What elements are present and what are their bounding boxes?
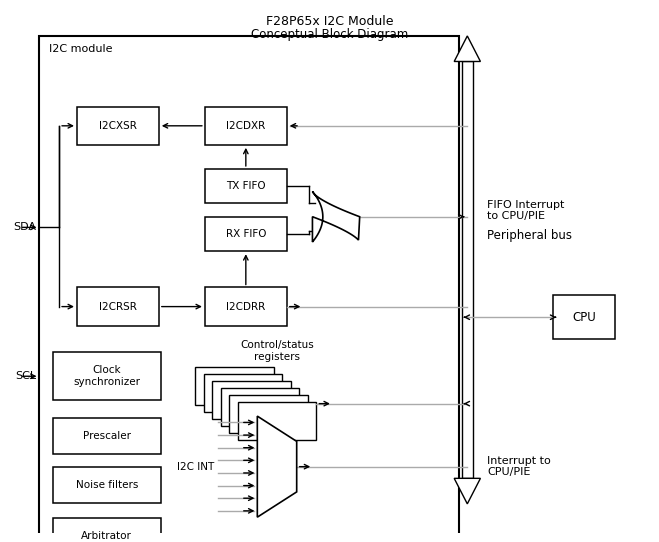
Text: Control/status
registers: Control/status registers (240, 340, 314, 362)
Text: I2C INT: I2C INT (177, 462, 215, 472)
Bar (553, 295, 615, 339)
Text: TX FIFO: TX FIFO (226, 181, 266, 191)
Bar (204, 374, 282, 412)
Bar (221, 388, 299, 426)
Bar (40, 36, 459, 542)
Bar (462, 61, 473, 479)
Text: RX FIFO: RX FIFO (225, 229, 266, 239)
Bar (53, 352, 161, 400)
Text: Peripheral bus: Peripheral bus (487, 229, 572, 242)
Bar (238, 402, 316, 440)
Bar (53, 518, 161, 542)
Text: I2CDRR: I2CDRR (226, 301, 266, 312)
Bar (77, 287, 159, 326)
Bar (205, 217, 287, 251)
Bar (77, 107, 159, 145)
Text: Noise filters: Noise filters (76, 480, 138, 490)
Bar (205, 107, 287, 145)
Text: Arbitrator: Arbitrator (81, 531, 132, 541)
Text: I2CXSR: I2CXSR (99, 121, 137, 131)
Bar (205, 169, 287, 203)
Polygon shape (454, 36, 480, 61)
Text: Clock
synchronizer: Clock synchronizer (73, 365, 140, 387)
Text: SCL: SCL (15, 371, 36, 381)
Polygon shape (454, 479, 480, 504)
Text: FIFO Interrupt
to CPU/PIE: FIFO Interrupt to CPU/PIE (487, 199, 564, 221)
Polygon shape (312, 191, 360, 242)
Polygon shape (257, 416, 297, 517)
Text: SDA: SDA (13, 222, 36, 233)
Bar (205, 287, 287, 326)
Bar (53, 467, 161, 503)
Bar (53, 418, 161, 454)
Text: CPU: CPU (572, 311, 596, 324)
Bar (195, 367, 273, 405)
Text: Prescaler: Prescaler (83, 431, 130, 441)
Text: Interrupt to
CPU/PIE: Interrupt to CPU/PIE (487, 456, 551, 478)
Text: I2C module: I2C module (49, 44, 113, 54)
Text: I2CRSR: I2CRSR (99, 301, 137, 312)
Text: Conceptual Block Diagram: Conceptual Block Diagram (251, 28, 408, 41)
Text: F28P65x I2C Module: F28P65x I2C Module (266, 15, 393, 28)
Bar (229, 395, 308, 433)
Text: I2CDXR: I2CDXR (226, 121, 266, 131)
Bar (212, 381, 291, 420)
